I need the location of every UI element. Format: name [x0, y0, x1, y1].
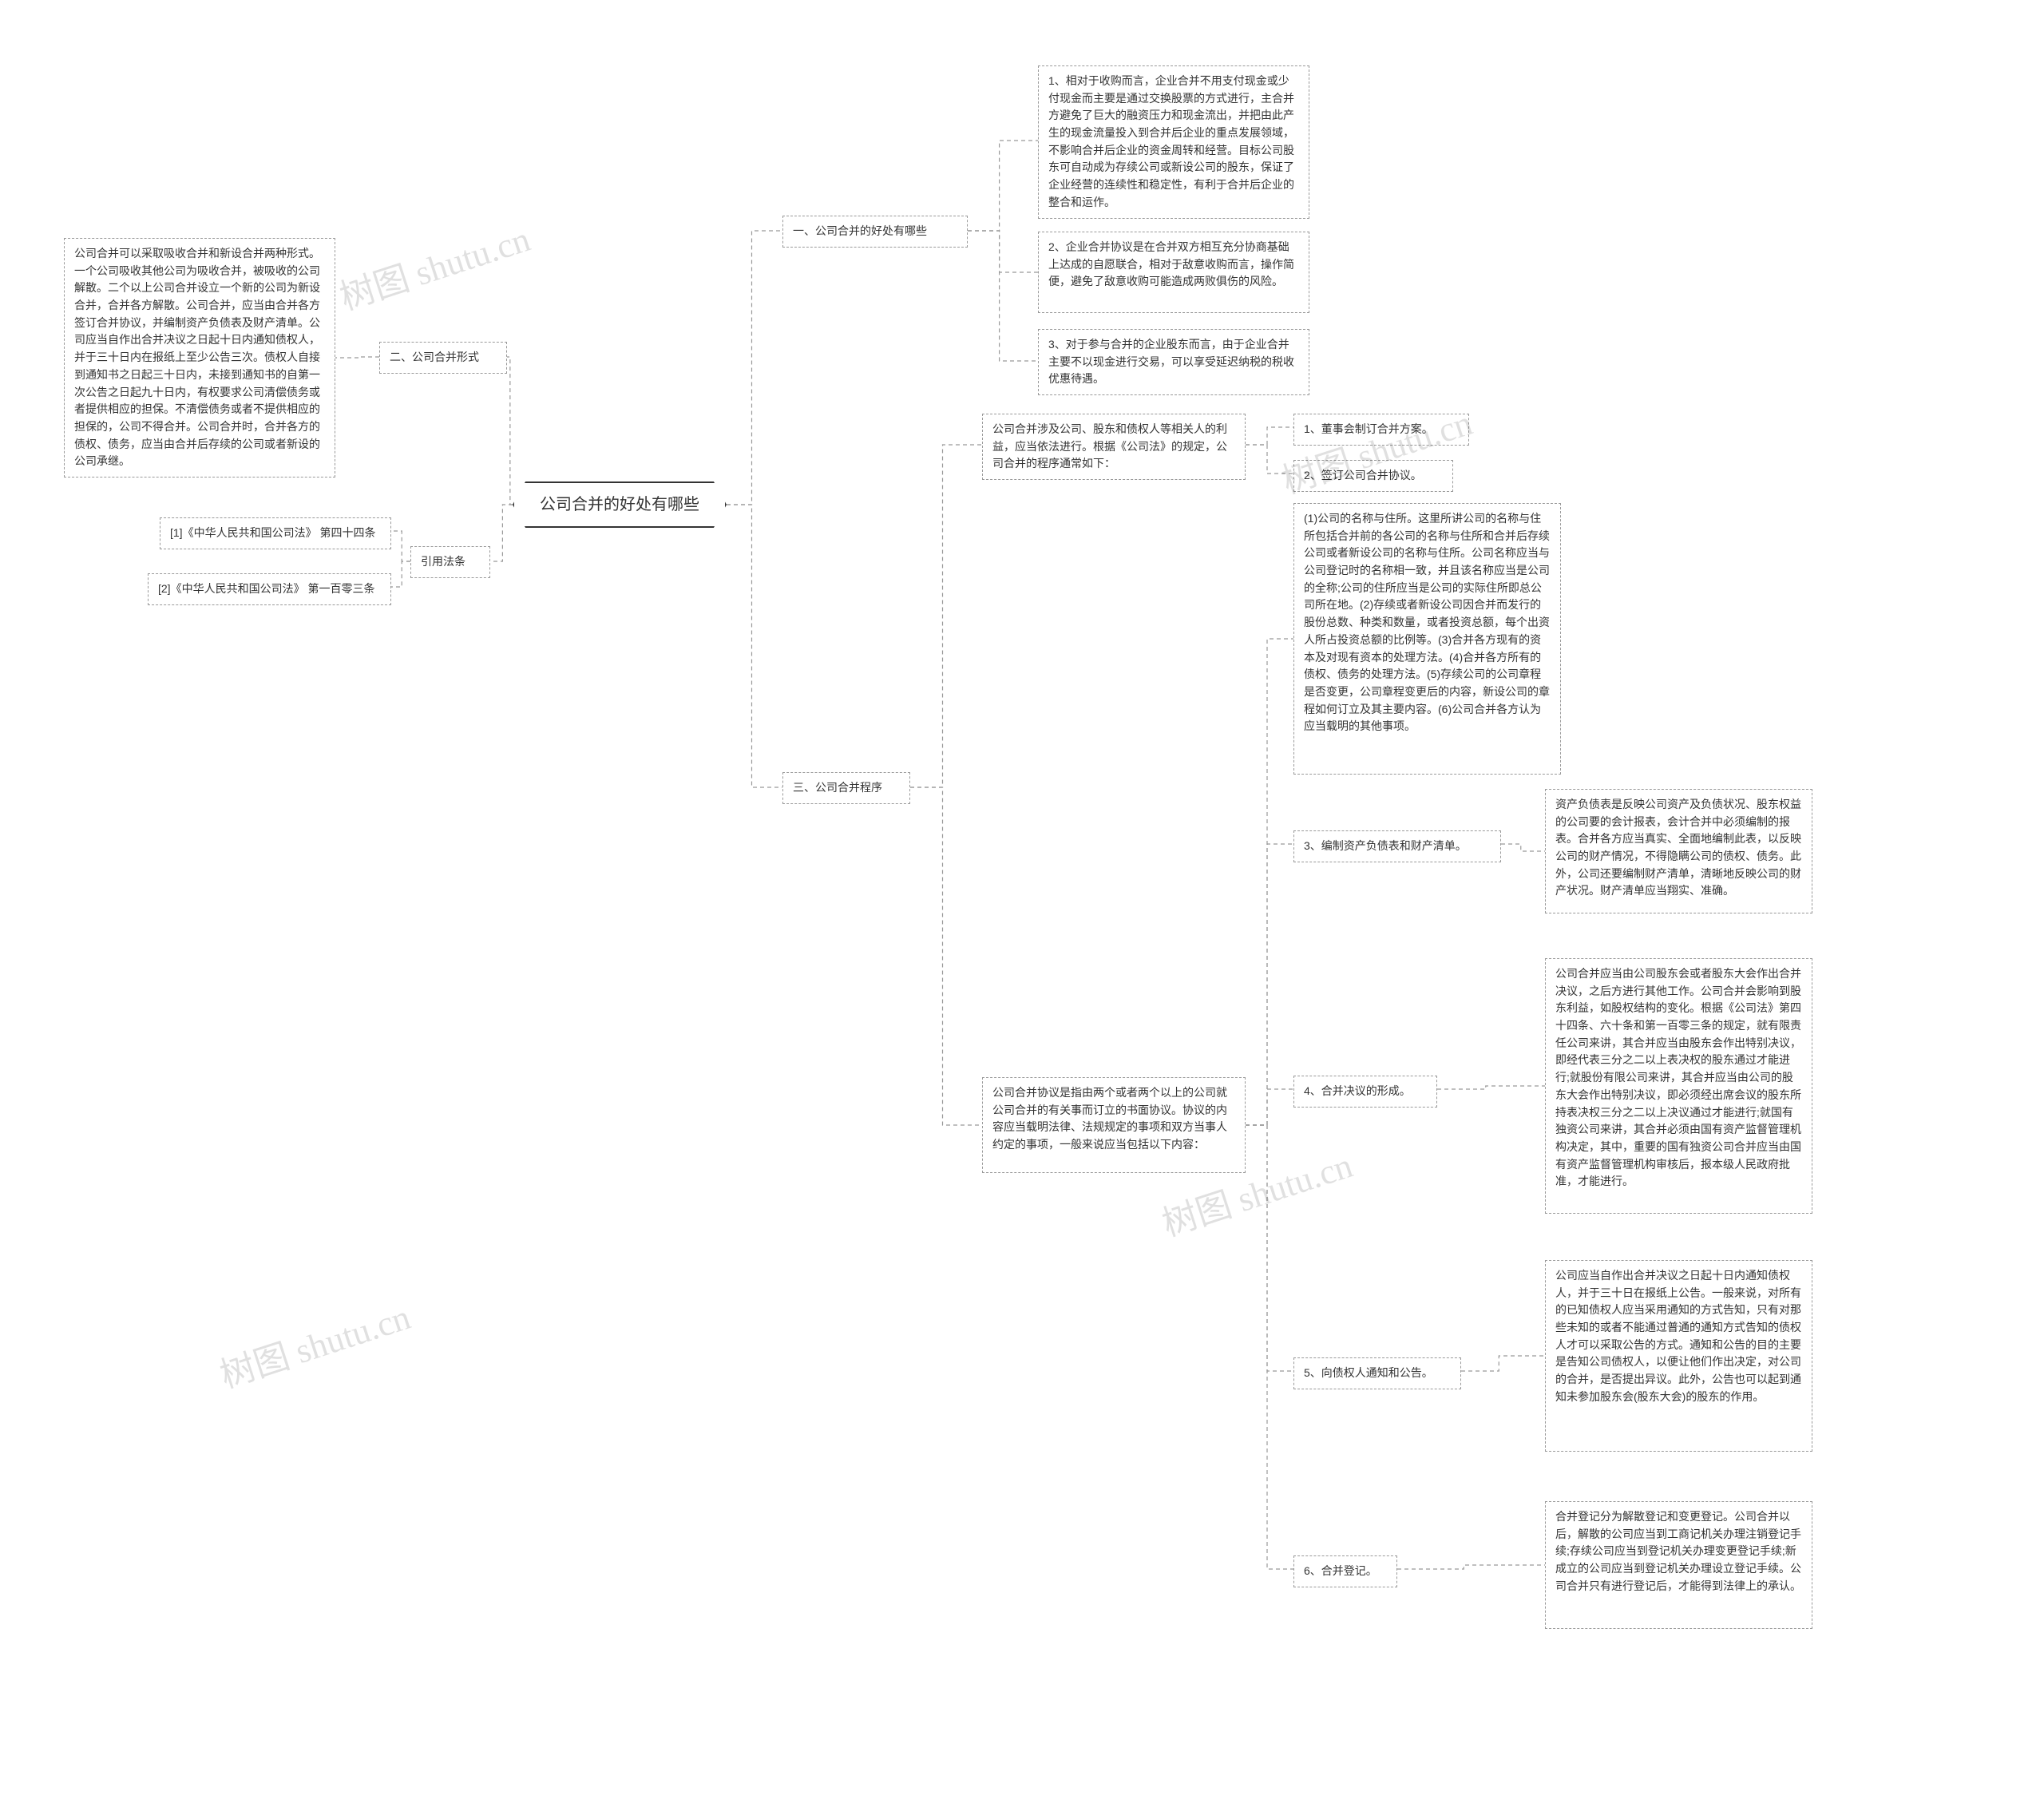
- mindmap-canvas: 公司合并的好处有哪些 二、公司合并形式 公司合并可以采取吸收合并和新设合并两种形式…: [0, 0, 2044, 1807]
- edge-root-n_cite: [490, 505, 513, 561]
- edge-n_benefit-n_b3: [968, 231, 1038, 361]
- node-n_a5_detail: 公司应当自作出合并决议之日起十日内通知债权人，并于三十日在报纸上公告。一般来说，…: [1545, 1260, 1812, 1452]
- edge-n_agree_intro-n_a3: [1246, 844, 1293, 1125]
- edge-n_proc_intro-n_p2: [1246, 445, 1293, 474]
- edge-n_a4-n_a4_detail: [1437, 1086, 1545, 1089]
- node-n_a_detail: (1)公司的名称与住所。这里所讲公司的名称与住所包括合并前的各公司的名称与住所和…: [1293, 503, 1561, 775]
- node-n_a6: 6、合并登记。: [1293, 1555, 1397, 1587]
- edge-root-n_benefit: [727, 231, 782, 505]
- node-n_a5: 5、向债权人通知和公告。: [1293, 1357, 1461, 1389]
- node-n_cite_1: [1]《中华人民共和国公司法》 第四十四条: [160, 517, 391, 549]
- edge-n_agree_intro-n_a5: [1246, 1125, 1293, 1371]
- node-n_proc_intro: 公司合并涉及公司、股东和债权人等相关人的利益，应当依法进行。根据《公司法》的规定…: [982, 414, 1246, 480]
- edge-n_proc_intro-n_p1: [1246, 427, 1293, 445]
- watermark-2: 树图 shutu.cn: [212, 1288, 416, 1397]
- node-n_benefit: 一、公司合并的好处有哪些: [782, 216, 968, 248]
- node-n_forms: 二、公司合并形式: [379, 342, 507, 374]
- edge-n_agree_intro-n_a6: [1246, 1125, 1293, 1569]
- node-n_a4_detail: 公司合并应当由公司股东会或者股东大会作出合并决议，之后方进行其他工作。公司合并会…: [1545, 958, 1812, 1214]
- node-n_p2: 2、签订公司合并协议。: [1293, 460, 1453, 492]
- node-n_forms_detail: 公司合并可以采取吸收合并和新设合并两种形式。一个公司吸收其他公司为吸收合并，被吸…: [64, 238, 335, 478]
- node-n_a3: 3、编制资产负债表和财产清单。: [1293, 830, 1501, 862]
- edge-n_agree_intro-n_a4: [1246, 1089, 1293, 1125]
- edge-n_proc-n_proc_intro: [910, 445, 982, 787]
- edge-n_benefit-n_b2: [968, 231, 1038, 272]
- watermark-0: 树图 shutu.cn: [332, 210, 536, 319]
- edge-n_a6-n_a6_detail: [1397, 1565, 1545, 1569]
- edge-n_a5-n_a5_detail: [1461, 1356, 1545, 1371]
- edge-n_cite-n_cite_1: [391, 531, 410, 561]
- edge-root-n_forms: [507, 357, 513, 505]
- node-n_cite: 引用法条: [410, 546, 490, 578]
- node-n_p1: 1、董事会制订合并方案。: [1293, 414, 1469, 446]
- node-n_b3: 3、对于参与合并的企业股东而言，由于企业合并主要不以现金进行交易，可以享受延迟纳…: [1038, 329, 1309, 395]
- node-n_agree_intro: 公司合并协议是指由两个或者两个以上的公司就公司合并的有关事而订立的书面协议。协议…: [982, 1077, 1246, 1173]
- node-n_proc: 三、公司合并程序: [782, 772, 910, 804]
- edge-n_benefit-n_b1: [968, 141, 1038, 231]
- edge-n_proc-n_agree_intro: [910, 787, 982, 1125]
- root-node: 公司合并的好处有哪些: [513, 481, 727, 528]
- node-n_b1: 1、相对于收购而言，企业合并不用支付现金或少付现金而主要是通过交换股票的方式进行…: [1038, 65, 1309, 219]
- edge-root-n_proc: [727, 505, 782, 787]
- node-n_cite_2: [2]《中华人民共和国公司法》 第一百零三条: [148, 573, 391, 605]
- edge-n_agree_intro-n_a_detail: [1246, 639, 1293, 1125]
- edge-n_forms-n_forms_detail: [335, 357, 379, 358]
- node-n_a3_detail: 资产负债表是反映公司资产及负债状况、股东权益的公司要的会计报表，会计合并中必须编…: [1545, 789, 1812, 913]
- node-n_a6_detail: 合并登记分为解散登记和变更登记。公司合并以后，解散的公司应当到工商记机关办理注销…: [1545, 1501, 1812, 1629]
- node-n_a4: 4、合并决议的形成。: [1293, 1076, 1437, 1108]
- node-n_b2: 2、企业合并协议是在合并双方相互充分协商基础上达成的自愿联合，相对于敌意收购而言…: [1038, 232, 1309, 313]
- edge-n_cite-n_cite_2: [391, 561, 410, 587]
- edge-n_a3-n_a3_detail: [1501, 844, 1545, 851]
